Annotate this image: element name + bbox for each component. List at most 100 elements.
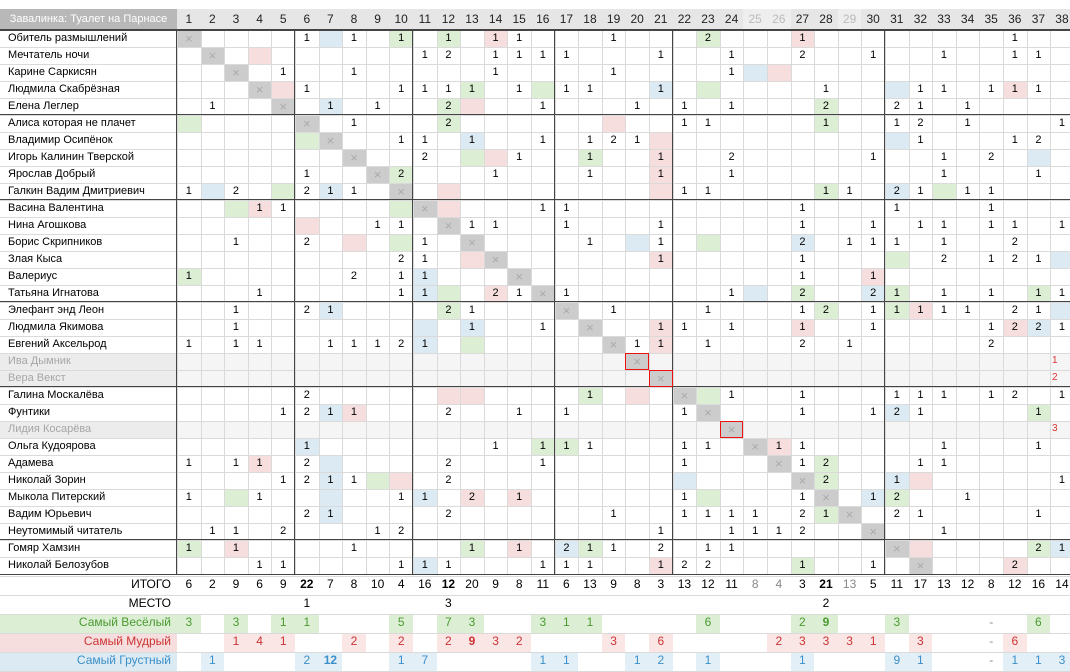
column-header-8[interactable]: 8: [342, 9, 366, 30]
participant-name[interactable]: Васина Валентина: [8, 202, 104, 214]
participant-name[interactable]: Нина Агошкова: [8, 219, 87, 231]
column-header-23[interactable]: 23: [696, 9, 720, 30]
column-header-6[interactable]: 6: [295, 9, 319, 30]
column-header-11[interactable]: 11: [413, 9, 437, 30]
participant-name[interactable]: Обитель размышлений: [8, 32, 128, 44]
column-header-19[interactable]: 19: [601, 9, 626, 30]
vote-cell: [531, 234, 555, 251]
column-header-24[interactable]: 24: [719, 9, 744, 30]
vote-cell: [979, 455, 1003, 472]
column-header-13[interactable]: 13: [460, 9, 484, 30]
vote-cell: [201, 319, 225, 336]
vote-cell: 1: [799, 253, 806, 265]
participant-name[interactable]: Злая Кыса: [8, 253, 63, 265]
vote-cell: [1003, 472, 1027, 489]
participant-name[interactable]: Евгений Аксельрод: [8, 338, 107, 350]
vote-cell: 2: [554, 540, 579, 557]
participant-name[interactable]: Ольга Кудоярова: [8, 440, 96, 452]
column-header-10[interactable]: 10: [389, 9, 413, 30]
column-header-17[interactable]: 17: [554, 9, 579, 30]
participant-name[interactable]: Гомяр Хамзин: [8, 542, 81, 554]
vote-cell: [837, 421, 862, 438]
column-header-33[interactable]: 33: [932, 9, 956, 30]
vote-cell: [271, 115, 295, 132]
participant-name[interactable]: Ярослав Добрый: [8, 168, 96, 180]
column-header-16[interactable]: 16: [531, 9, 555, 30]
vote-cell: [365, 421, 390, 438]
self-cell: [271, 98, 295, 115]
column-header-38[interactable]: 38: [1050, 9, 1070, 30]
column-header-31[interactable]: 31: [885, 9, 909, 30]
column-header-35[interactable]: 35: [979, 9, 1003, 30]
participant-name[interactable]: Борис Скрипников: [8, 236, 103, 248]
column-header-30[interactable]: 30: [861, 9, 885, 30]
column-header-32[interactable]: 32: [908, 9, 933, 30]
participant-name[interactable]: Владимир Осипёнок: [8, 134, 113, 146]
participant-name[interactable]: Татьяна Игнатова: [8, 287, 99, 299]
wise-value: [673, 633, 697, 652]
participant-name[interactable]: Людмила Якимова: [8, 321, 104, 333]
participant-name[interactable]: Николай Белозубов: [8, 559, 109, 571]
participant-name[interactable]: Вера Векст: [0, 370, 177, 387]
vote-cell: [743, 251, 767, 268]
column-header-25[interactable]: 25: [743, 9, 767, 30]
participant-name[interactable]: Николай Зорин: [8, 474, 86, 486]
vote-cell: [342, 557, 366, 574]
vote-cell: 1: [988, 83, 995, 95]
column-header-20[interactable]: 20: [625, 9, 649, 30]
column-header-7[interactable]: 7: [318, 9, 343, 30]
column-header-4[interactable]: 4: [247, 9, 272, 30]
vote-cell: 1: [177, 540, 201, 557]
column-header-37[interactable]: 37: [1026, 9, 1051, 30]
vote-cell: [342, 81, 366, 98]
participant-name[interactable]: Людмила Скабрёзная: [8, 83, 120, 95]
participant-name[interactable]: Лидия Косарёва: [0, 421, 177, 438]
participant-name[interactable]: Мыкола Питерский: [8, 491, 106, 503]
vote-cell: [767, 200, 791, 217]
vote-cell: [956, 268, 980, 285]
vote-cell: [602, 149, 626, 166]
participant-name[interactable]: Игорь Калинин Тверской: [8, 151, 135, 163]
vote-cell: 1: [280, 474, 287, 486]
column-header-15[interactable]: 15: [507, 9, 531, 30]
participant-name[interactable]: Мечтатель ночи: [8, 49, 90, 61]
column-header-1[interactable]: 1: [177, 9, 201, 30]
participant-name[interactable]: Галкин Вадим Дмитриевич: [8, 185, 145, 197]
column-header-28[interactable]: 28: [814, 9, 838, 30]
column-header-14[interactable]: 14: [483, 9, 508, 30]
participant-name[interactable]: Алиса которая не плачет: [8, 117, 136, 129]
column-header-2[interactable]: 2: [200, 9, 225, 30]
column-header-22[interactable]: 22: [672, 9, 697, 30]
column-header-12[interactable]: 12: [436, 9, 461, 30]
vote-cell: [200, 183, 225, 200]
vote-cell: [319, 217, 343, 234]
participant-name[interactable]: Вадим Юрьевич: [8, 508, 92, 520]
vote-cell: [200, 370, 225, 387]
participant-name[interactable]: Элефант энд Леон: [8, 304, 105, 316]
column-header-9[interactable]: 9: [365, 9, 390, 30]
participant-name[interactable]: Фунтики: [8, 406, 51, 418]
column-header-5[interactable]: 5: [271, 9, 295, 30]
column-header-3[interactable]: 3: [224, 9, 248, 30]
vote-cell: 1: [940, 168, 948, 180]
column-header-34[interactable]: 34: [955, 9, 980, 30]
participant-name[interactable]: Адамева: [8, 457, 54, 469]
column-header-21[interactable]: 21: [649, 9, 673, 30]
wise-value: 4: [247, 633, 272, 652]
column-header-36[interactable]: 36: [1003, 9, 1027, 30]
column-header-29[interactable]: 29: [837, 9, 862, 30]
vote-cell: 1: [885, 302, 909, 319]
vote-cell: 1: [303, 168, 310, 180]
column-header-18[interactable]: 18: [578, 9, 602, 30]
column-header-26[interactable]: 26: [767, 9, 791, 30]
vote-cell: [838, 47, 862, 64]
participant-name[interactable]: Неутомимый читатель: [8, 525, 123, 537]
column-header-27[interactable]: 27: [790, 9, 815, 30]
participant-name[interactable]: Карине Саркисян: [8, 66, 97, 78]
wise-value: [720, 633, 744, 652]
participant-name[interactable]: Елена Леглер: [8, 100, 79, 112]
participant-name[interactable]: Галина Москалёва: [8, 389, 104, 401]
vote-cell: [484, 115, 508, 132]
participant-name[interactable]: Ива Дымник: [0, 353, 177, 370]
participant-name[interactable]: Валериус: [8, 270, 58, 282]
